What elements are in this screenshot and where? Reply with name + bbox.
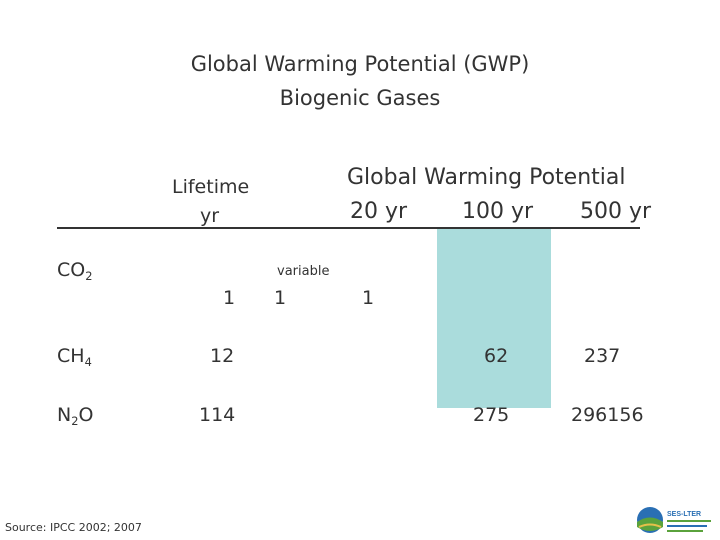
ch4-lifetime: 12 bbox=[210, 345, 235, 367]
ch4-gwp100: 62 bbox=[484, 345, 509, 367]
slide-title: Global Warming Potential (GWP) bbox=[190, 52, 530, 76]
gas-co2: CO2 bbox=[57, 259, 93, 283]
svg-text:SES-LTER: SES-LTER bbox=[667, 511, 701, 518]
gwp-header: Global Warming Potential bbox=[347, 165, 626, 190]
co2-lifetime-note: variable bbox=[277, 264, 330, 279]
n2o-gwp500: 296156 bbox=[571, 404, 644, 426]
header-rule bbox=[57, 227, 640, 229]
ch4-gwp500: 237 bbox=[584, 345, 621, 367]
n2o-gwp100: 275 bbox=[473, 404, 510, 426]
source-citation: Source: IPCC 2002; 2007 bbox=[5, 521, 142, 534]
lifetime-unit: yr bbox=[200, 205, 220, 227]
co2-lifetime: 1 bbox=[223, 287, 236, 309]
ses-lter-logo-icon: SES-LTER bbox=[637, 507, 711, 533]
n2o-lifetime: 114 bbox=[199, 404, 236, 426]
slide-subtitle: Biogenic Gases bbox=[279, 86, 441, 110]
co2-gwp100: 1 bbox=[362, 287, 375, 309]
gas-n2o: N2O bbox=[57, 404, 94, 428]
gas-ch4: CH4 bbox=[57, 345, 92, 369]
col-100yr: 100 yr bbox=[462, 199, 534, 224]
co2-gwp20: 1 bbox=[274, 287, 287, 309]
highlight-column-100yr bbox=[437, 228, 551, 408]
col-500yr: 500 yr bbox=[580, 199, 652, 224]
lifetime-header: Lifetime bbox=[172, 176, 250, 198]
col-20yr: 20 yr bbox=[350, 199, 408, 224]
ses-lter-logo: SES-LTER bbox=[636, 505, 716, 535]
